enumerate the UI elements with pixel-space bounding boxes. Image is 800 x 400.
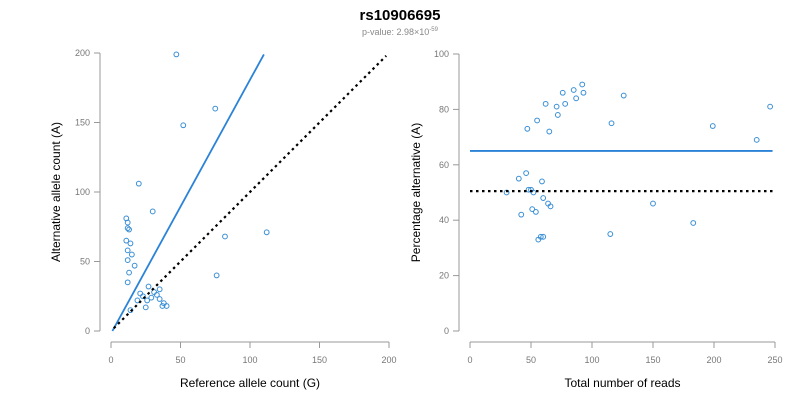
chart-title: rs10906695 — [360, 7, 441, 24]
data-point — [123, 237, 130, 244]
data-point — [515, 175, 522, 182]
allele-count-panel: 0 50 100 150 200 0 50 100 150 200 Reference allele… — [49, 48, 397, 390]
data-point — [124, 225, 131, 232]
x-tick-label: 200 — [381, 355, 396, 365]
data-point — [222, 233, 228, 240]
data-point — [753, 136, 760, 143]
fit-line — [111, 53, 265, 332]
data-point — [124, 247, 131, 254]
y-tick-label: 40 — [439, 215, 449, 225]
x-tick-label: 150 — [645, 355, 660, 365]
data-point — [159, 303, 166, 309]
data-point — [137, 290, 144, 297]
data-point — [128, 251, 135, 258]
data-point — [263, 229, 270, 236]
data-point — [580, 89, 587, 96]
percentage-alternative-panel: 0 20 40 60 80 100 0 50 100 150 200 250 Total number … — [409, 49, 783, 390]
y-tick-label: 100 — [75, 187, 90, 197]
x-tick-label: 250 — [767, 355, 782, 365]
data-point — [650, 200, 656, 207]
y-tick-label: 100 — [434, 49, 449, 59]
data-point — [142, 304, 149, 311]
data-point — [553, 103, 560, 110]
x-axis-label: Reference allele count (G) — [180, 376, 320, 390]
data-point — [540, 195, 547, 201]
y-tick-label: 80 — [439, 104, 449, 114]
x-tick-label: 0 — [467, 355, 472, 365]
y-tick-label: 150 — [75, 118, 90, 128]
data-point — [135, 180, 142, 187]
x-tick-label: 0 — [108, 355, 113, 365]
data-point — [148, 294, 155, 301]
p-value-base: p-value: 2.98×10 — [362, 27, 429, 37]
data-point — [562, 100, 569, 107]
y-axis-label: Alternative allele count (A) — [49, 122, 63, 262]
data-point — [525, 186, 532, 193]
y-tick-label: 200 — [75, 48, 90, 58]
data-point — [579, 81, 586, 88]
data-point — [530, 189, 537, 196]
data-point — [608, 120, 615, 127]
data-point — [547, 203, 554, 210]
data-point — [690, 220, 697, 226]
x-tick-label: 100 — [242, 355, 257, 365]
data-point — [546, 128, 553, 135]
data-point — [156, 286, 163, 293]
x-tick-label: 50 — [175, 355, 185, 365]
y-tick-label: 50 — [80, 257, 90, 267]
p-value-exponent: -59 — [429, 27, 438, 33]
data-point — [145, 283, 152, 290]
data-point — [156, 296, 163, 302]
data-point — [620, 92, 627, 99]
data-point — [124, 219, 131, 226]
y-tick-label: 20 — [439, 271, 449, 281]
data-point — [134, 297, 141, 304]
data-point — [523, 170, 530, 177]
data-point — [127, 240, 134, 247]
reference-line — [113, 55, 387, 329]
y-tick-label: 0 — [444, 326, 449, 336]
x-tick-label: 50 — [526, 355, 536, 365]
p-value-label: p-value: 2.98×10-59 — [362, 27, 439, 37]
data-point — [149, 208, 156, 215]
data-point — [126, 269, 132, 276]
data-point — [153, 291, 160, 298]
data-point — [529, 206, 536, 213]
x-tick-label: 200 — [706, 355, 721, 365]
data-point — [163, 303, 170, 309]
data-point — [126, 226, 132, 233]
y-axis-label: Percentage alternative (A) — [409, 123, 423, 262]
data-point — [559, 89, 566, 96]
data-point — [709, 123, 716, 129]
data-point — [570, 87, 577, 93]
data-point — [524, 125, 531, 132]
data-point — [540, 233, 547, 240]
data-point — [534, 117, 540, 124]
data-point — [518, 211, 525, 218]
data-point — [124, 257, 131, 264]
data-point — [554, 112, 561, 118]
data-point — [532, 208, 539, 215]
data-point — [140, 293, 146, 300]
data-point — [124, 279, 131, 286]
data-point — [131, 262, 138, 269]
data-point — [542, 100, 549, 107]
data-point — [607, 231, 614, 237]
data-point — [180, 122, 187, 129]
data-point — [767, 103, 774, 110]
data-point — [212, 105, 219, 112]
y-tick-label: 0 — [85, 326, 90, 336]
x-axis-label: Total number of reads — [564, 376, 680, 390]
data-point — [573, 95, 580, 102]
y-tick-label: 60 — [439, 160, 449, 170]
data-point — [539, 178, 545, 185]
data-point — [173, 51, 180, 58]
x-tick-label: 150 — [312, 355, 327, 365]
data-point — [537, 233, 544, 240]
data-point — [213, 272, 220, 279]
data-point — [144, 297, 151, 304]
x-tick-label: 100 — [584, 355, 599, 365]
